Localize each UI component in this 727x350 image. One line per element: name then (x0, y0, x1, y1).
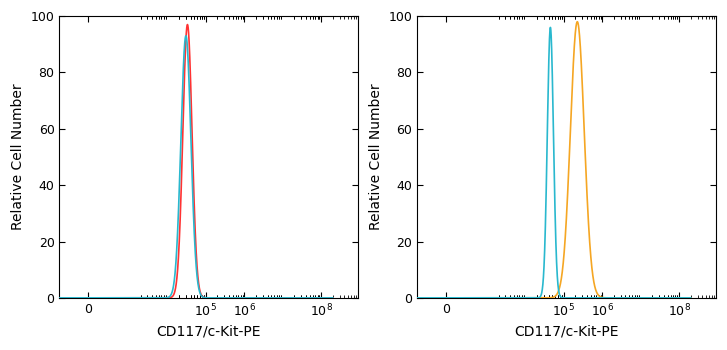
X-axis label: CD117/c-Kit-PE: CD117/c-Kit-PE (156, 325, 261, 339)
X-axis label: CD117/c-Kit-PE: CD117/c-Kit-PE (515, 325, 619, 339)
Y-axis label: Relative Cell Number: Relative Cell Number (11, 84, 25, 230)
Y-axis label: Relative Cell Number: Relative Cell Number (369, 84, 383, 230)
